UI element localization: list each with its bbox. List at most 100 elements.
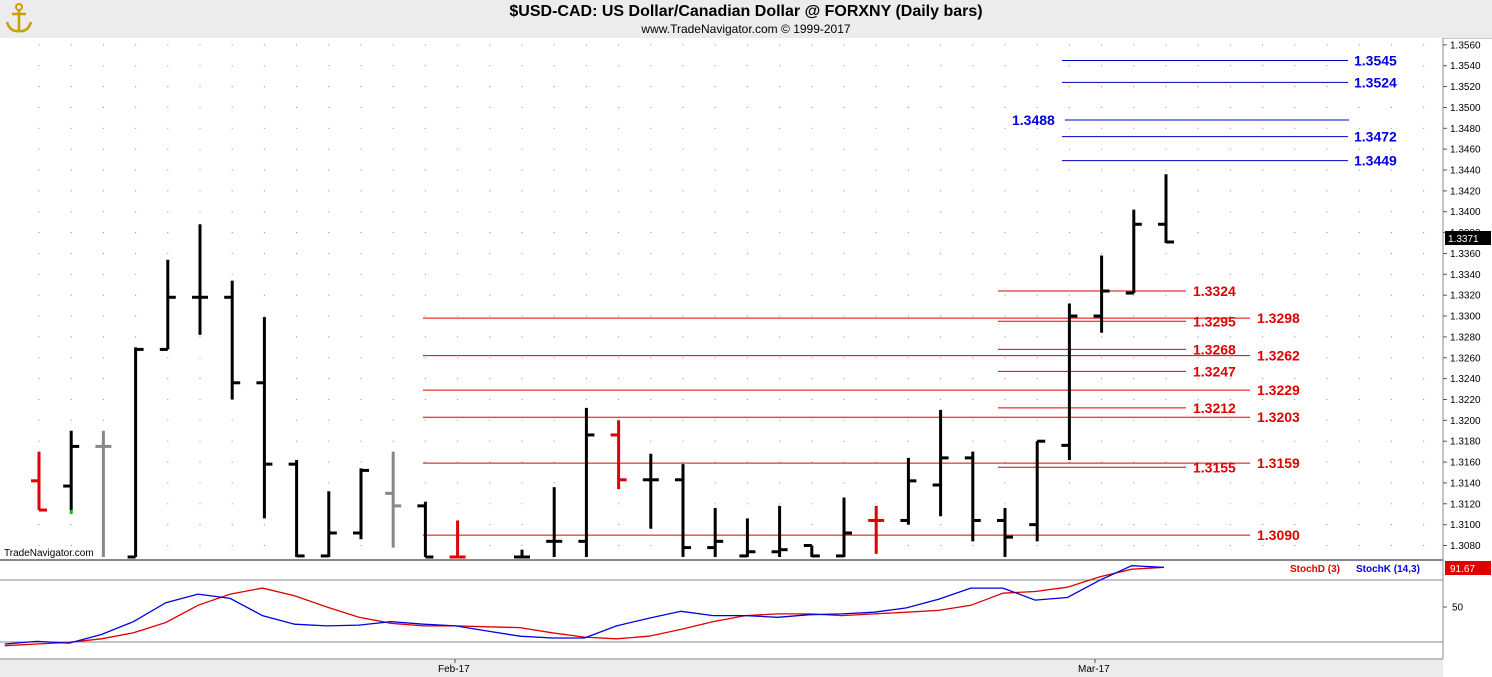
grid-dot (263, 211, 265, 213)
grid-dot (392, 65, 394, 67)
grid-dot (1262, 106, 1264, 108)
grid-dot (1133, 440, 1135, 442)
grid-dot (521, 127, 523, 129)
grid-dot (135, 294, 137, 296)
grid-dot (843, 252, 845, 255)
grid-dot (1229, 190, 1231, 192)
grid-dot (1229, 378, 1231, 380)
grid-dot (424, 315, 426, 317)
grid-dot (940, 211, 942, 213)
grid-dot (1004, 86, 1006, 88)
grid-dot (38, 190, 40, 192)
grid-dot (585, 294, 588, 296)
grid-dot (1358, 544, 1360, 547)
grid-dot (1036, 190, 1038, 192)
grid-dot (585, 127, 588, 129)
red-level-label-short: 1.3268 (1193, 341, 1236, 357)
price-bar (1093, 255, 1110, 333)
grid-dot (296, 232, 298, 234)
grid-dot (1262, 503, 1264, 505)
grid-dot (1229, 503, 1231, 505)
grid-dot (296, 440, 298, 442)
chart-title: $USD-CAD: US Dollar/Canadian Dollar @ FO… (509, 3, 983, 20)
grid-dot (650, 190, 652, 192)
grid-dot (714, 106, 716, 108)
grid-dot (1229, 482, 1231, 484)
grid-dot (167, 148, 169, 150)
grid-dot (779, 482, 781, 484)
grid-dot (682, 273, 684, 275)
grid-dot (102, 127, 104, 129)
grid-dot (1197, 273, 1199, 275)
grid-dot (296, 190, 298, 192)
grid-dot (392, 336, 394, 338)
grid-dot (1294, 148, 1296, 150)
grid-dot (1197, 106, 1199, 108)
grid-dot (1197, 232, 1199, 234)
grid-dot (1165, 440, 1167, 442)
grid-dot (843, 398, 845, 401)
grid-dot (199, 524, 201, 526)
grid-dot (1262, 273, 1264, 275)
grid-dot (296, 419, 298, 421)
grid-dot (360, 106, 362, 108)
grid-dot (70, 294, 72, 296)
grid-dot (1197, 148, 1199, 150)
price-bar (707, 507, 724, 557)
grid-dot (1423, 273, 1425, 275)
grid-dot (585, 273, 588, 275)
chart-area[interactable]: 1.3298 1.3262 1.3229 1.3203 1.3159 1.3090 1.33… (0, 38, 1492, 677)
grid-dot (457, 106, 459, 108)
grid-dot (1423, 86, 1425, 88)
grid-dot (1068, 44, 1070, 46)
grid-dot (779, 86, 781, 88)
grid-dot (1390, 503, 1392, 505)
blue-level-label: 1.3545 (1354, 53, 1397, 69)
grid-dot (1423, 106, 1425, 108)
grid-dot (1326, 482, 1328, 484)
grid-dot (1423, 336, 1425, 338)
price-bar (803, 544, 820, 558)
price-tick-label: 1.3120 (1450, 499, 1481, 510)
grid-dot (682, 315, 684, 317)
grid-dot (1165, 294, 1167, 296)
grid-dot (1036, 211, 1038, 213)
grid-dot (1036, 86, 1038, 88)
grid-dot (553, 148, 555, 150)
grid-dot (779, 273, 781, 275)
grid-dot (70, 378, 72, 380)
grid-dot (1294, 378, 1296, 380)
grid-dot (811, 86, 813, 88)
grid-dot (1068, 461, 1070, 463)
grid-dot (521, 315, 523, 317)
grid-dot (553, 65, 555, 67)
grid-dot (457, 273, 459, 275)
grid-dot (70, 524, 72, 526)
grid-dot (1294, 169, 1296, 171)
grid-dot (1004, 294, 1006, 296)
grid-dot (1133, 398, 1135, 401)
grid-dot (746, 440, 749, 442)
grid-dot (714, 211, 716, 213)
grid-dot (1358, 211, 1360, 213)
grid-dot (457, 482, 459, 484)
grid-dot (231, 273, 233, 275)
grid-dot (521, 503, 523, 505)
grid-dot (650, 65, 652, 67)
grid-dot (1294, 482, 1296, 484)
grid-dot (263, 65, 265, 67)
grid-dot (618, 65, 620, 67)
grid-dot (489, 169, 491, 171)
grid-dot (1101, 190, 1103, 192)
grid-dot (779, 419, 781, 421)
grid-dot (811, 65, 813, 67)
grid-dot (521, 252, 523, 255)
grid-dot (779, 315, 781, 317)
grid-dot (811, 461, 813, 463)
grid-dot (746, 86, 749, 88)
grid-dot (1165, 127, 1167, 129)
grid-dot (392, 273, 394, 275)
grid-dot (972, 44, 974, 46)
grid-dot (263, 127, 265, 129)
grid-dot (296, 336, 298, 338)
